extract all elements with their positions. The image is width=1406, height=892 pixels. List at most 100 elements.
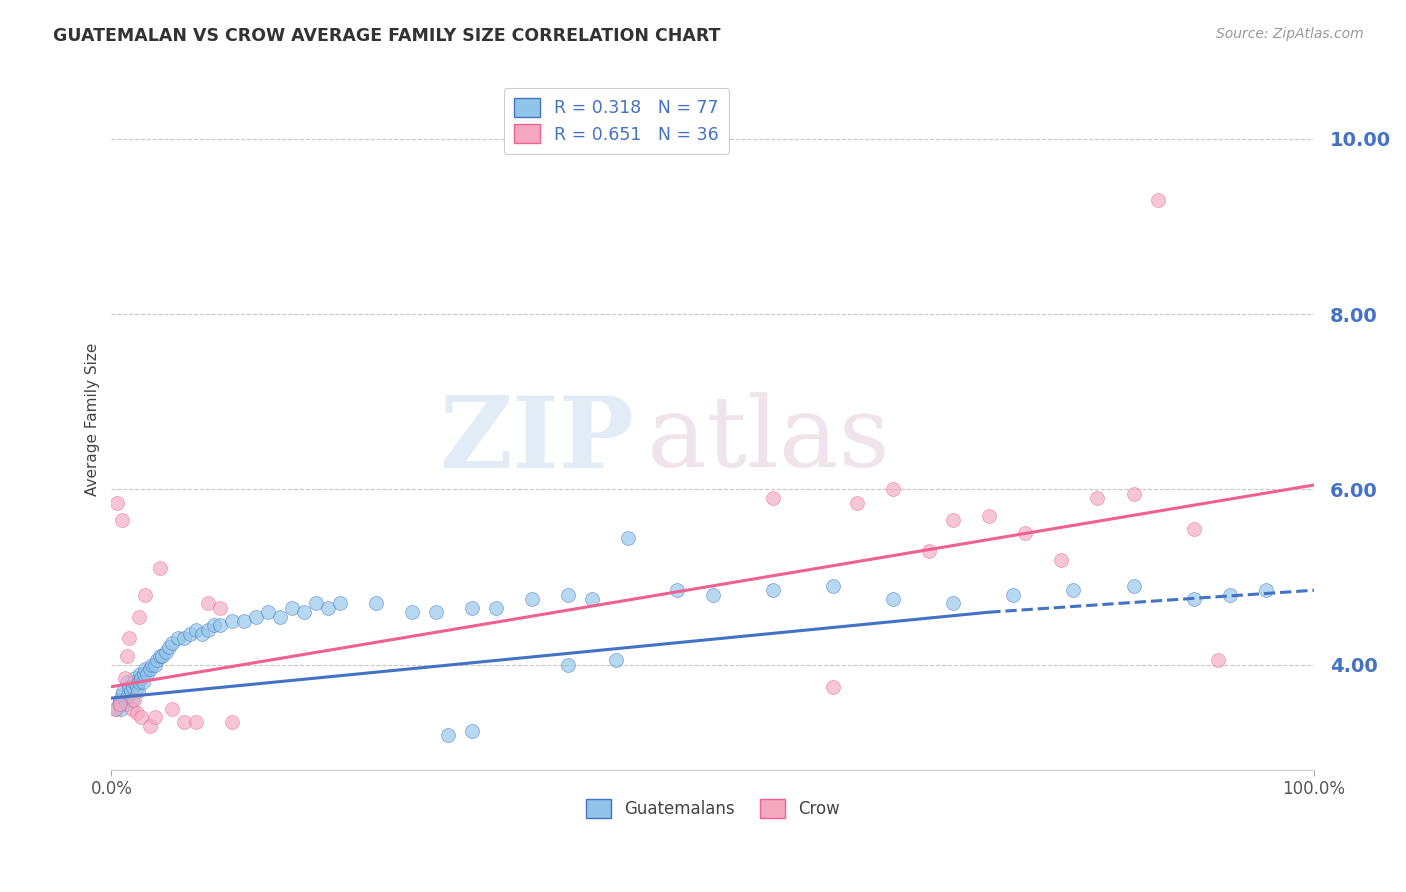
Point bbox=[1050, 552, 1073, 566]
Point bbox=[461, 723, 484, 738]
Point bbox=[292, 605, 315, 619]
Point bbox=[1122, 579, 1144, 593]
Point bbox=[157, 640, 180, 655]
Y-axis label: Average Family Size: Average Family Size bbox=[86, 343, 100, 496]
Point bbox=[129, 666, 152, 681]
Point bbox=[121, 693, 143, 707]
Point bbox=[121, 701, 143, 715]
Point bbox=[221, 714, 243, 729]
Point bbox=[114, 693, 136, 707]
Point bbox=[148, 561, 170, 575]
Point bbox=[522, 592, 544, 607]
Point bbox=[128, 675, 150, 690]
Text: atlas: atlas bbox=[647, 392, 889, 488]
Point bbox=[115, 698, 138, 712]
Point bbox=[128, 609, 150, 624]
Point bbox=[117, 689, 139, 703]
Point bbox=[146, 653, 169, 667]
Point bbox=[122, 680, 145, 694]
Point bbox=[115, 675, 138, 690]
Point bbox=[401, 605, 423, 619]
Point bbox=[221, 614, 243, 628]
Point bbox=[942, 513, 965, 527]
Point bbox=[122, 693, 145, 707]
Point bbox=[1219, 588, 1241, 602]
Point bbox=[143, 657, 166, 672]
Point bbox=[461, 600, 484, 615]
Point bbox=[485, 600, 508, 615]
Point bbox=[1254, 583, 1277, 598]
Point bbox=[108, 693, 131, 707]
Point bbox=[1062, 583, 1084, 598]
Point bbox=[762, 491, 785, 505]
Point bbox=[1002, 588, 1025, 602]
Point bbox=[114, 671, 136, 685]
Point bbox=[425, 605, 447, 619]
Text: GUATEMALAN VS CROW AVERAGE FAMILY SIZE CORRELATION CHART: GUATEMALAN VS CROW AVERAGE FAMILY SIZE C… bbox=[53, 27, 721, 45]
Point bbox=[762, 583, 785, 598]
Point bbox=[179, 627, 201, 641]
Point bbox=[105, 701, 128, 715]
Point bbox=[118, 680, 141, 694]
Point bbox=[979, 508, 1001, 523]
Point bbox=[1146, 193, 1168, 207]
Point bbox=[942, 596, 965, 610]
Point bbox=[143, 710, 166, 724]
Point bbox=[115, 648, 138, 663]
Text: Source: ZipAtlas.com: Source: ZipAtlas.com bbox=[1216, 27, 1364, 41]
Point bbox=[107, 698, 129, 712]
Point bbox=[160, 636, 183, 650]
Point bbox=[127, 684, 149, 698]
Point bbox=[1206, 653, 1229, 667]
Point bbox=[208, 618, 231, 632]
Point bbox=[918, 543, 941, 558]
Point bbox=[665, 583, 688, 598]
Point bbox=[316, 600, 339, 615]
Point bbox=[281, 600, 304, 615]
Point bbox=[104, 701, 127, 715]
Point bbox=[581, 592, 603, 607]
Point bbox=[148, 648, 170, 663]
Point bbox=[132, 666, 155, 681]
Point bbox=[150, 648, 173, 663]
Point bbox=[139, 662, 162, 676]
Text: ZIP: ZIP bbox=[440, 392, 634, 489]
Point bbox=[202, 618, 225, 632]
Point bbox=[173, 714, 195, 729]
Point bbox=[108, 698, 131, 712]
Point bbox=[110, 701, 132, 715]
Point bbox=[125, 706, 148, 720]
Point bbox=[437, 728, 460, 742]
Point bbox=[845, 495, 868, 509]
Point bbox=[617, 531, 640, 545]
Point bbox=[112, 684, 135, 698]
Point bbox=[821, 579, 844, 593]
Point bbox=[1014, 526, 1036, 541]
Point bbox=[134, 588, 156, 602]
Point bbox=[131, 671, 153, 685]
Point bbox=[821, 680, 844, 694]
Point bbox=[136, 666, 159, 681]
Point bbox=[131, 710, 153, 724]
Point bbox=[557, 657, 579, 672]
Point bbox=[557, 588, 579, 602]
Point bbox=[107, 495, 129, 509]
Point bbox=[882, 592, 904, 607]
Point bbox=[269, 609, 291, 624]
Point bbox=[882, 483, 904, 497]
Point bbox=[122, 675, 145, 690]
Point bbox=[134, 662, 156, 676]
Point bbox=[139, 719, 162, 733]
Point bbox=[155, 645, 177, 659]
Point bbox=[1182, 592, 1205, 607]
Point bbox=[118, 632, 141, 646]
Point bbox=[329, 596, 352, 610]
Point bbox=[184, 714, 207, 729]
Point bbox=[184, 623, 207, 637]
Point bbox=[232, 614, 254, 628]
Point bbox=[131, 675, 153, 690]
Point bbox=[197, 623, 219, 637]
Point bbox=[1087, 491, 1109, 505]
Legend: Guatemalans, Crow: Guatemalans, Crow bbox=[579, 793, 846, 825]
Point bbox=[160, 701, 183, 715]
